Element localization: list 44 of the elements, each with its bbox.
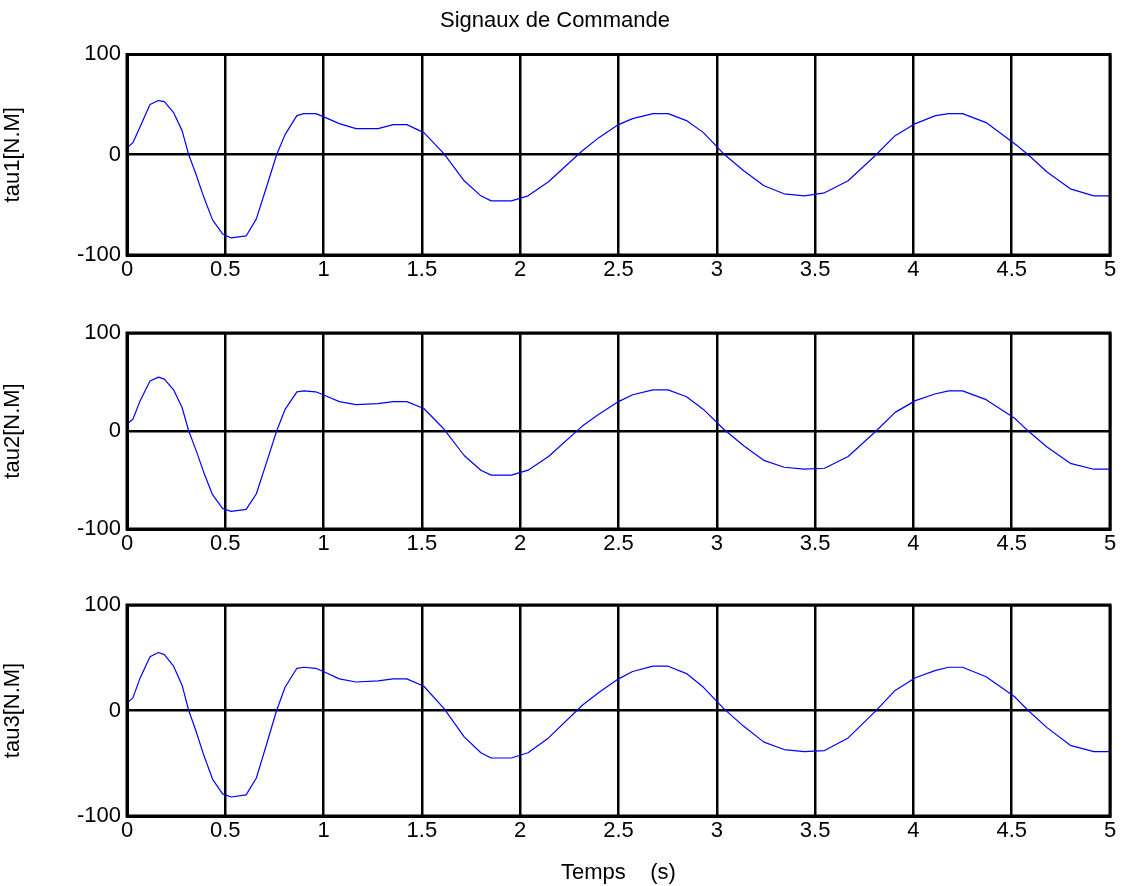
x-tick-label: 0.5 [210,530,241,556]
y-axis-title: tau2[N.M] [0,383,25,479]
x-tick-label: 5 [1103,817,1117,843]
x-tick-label: 4.5 [996,530,1027,556]
x-tick-label: 3 [710,817,723,843]
x-tick-label: 4.5 [996,256,1027,282]
x-tick-label: 3 [710,256,723,282]
x-tick-label: 1.5 [406,530,438,556]
chart-title: Signaux de Commande [440,7,670,33]
x-tick-label: 4.5 [996,817,1027,843]
y-tick-label: 100 [84,40,121,66]
x-tick-label: 0.5 [210,256,241,282]
x-tick-label: 2.5 [603,817,634,843]
x-tick-label: 2.5 [603,530,634,556]
x-tick-label: 4 [907,817,920,843]
y-tick-label: 100 [84,591,121,617]
x-tick-label: 3.5 [799,817,831,843]
x-tick-label: 3.5 [799,530,831,556]
y-axis-title: tau3[N.M] [0,662,25,759]
x-axis-title: Temps (s) [561,858,676,884]
y-tick-label: 100 [84,319,121,345]
y-tick-label: -100 [76,515,121,541]
x-tick-label: 3 [710,530,723,556]
x-tick-label: 5 [1103,530,1117,556]
x-tick-label: 1 [317,256,330,282]
x-tick-label: 4 [907,256,920,282]
x-tick-label: 2 [514,817,527,843]
y-axis-title: tau1[N.M] [0,107,25,203]
x-tick-label: 0.5 [210,817,241,843]
y-tick-label: 0 [108,140,121,166]
x-tick-label: 1 [317,817,330,843]
x-tick-label: 1.5 [406,817,438,843]
y-tick-label: -100 [76,241,121,267]
y-tick-label: -100 [76,802,121,828]
x-tick-label: 4 [907,530,920,556]
x-tick-label: 2 [514,530,527,556]
x-tick-label: 5 [1103,256,1117,282]
x-tick-label: 2 [514,256,527,282]
x-tick-label: 3.5 [799,256,831,282]
x-tick-label: 1 [317,530,330,556]
y-tick-label: 0 [108,417,121,443]
y-tick-label: 0 [108,696,121,722]
x-tick-label: 2.5 [603,256,634,282]
x-tick-label: 1.5 [406,256,438,282]
